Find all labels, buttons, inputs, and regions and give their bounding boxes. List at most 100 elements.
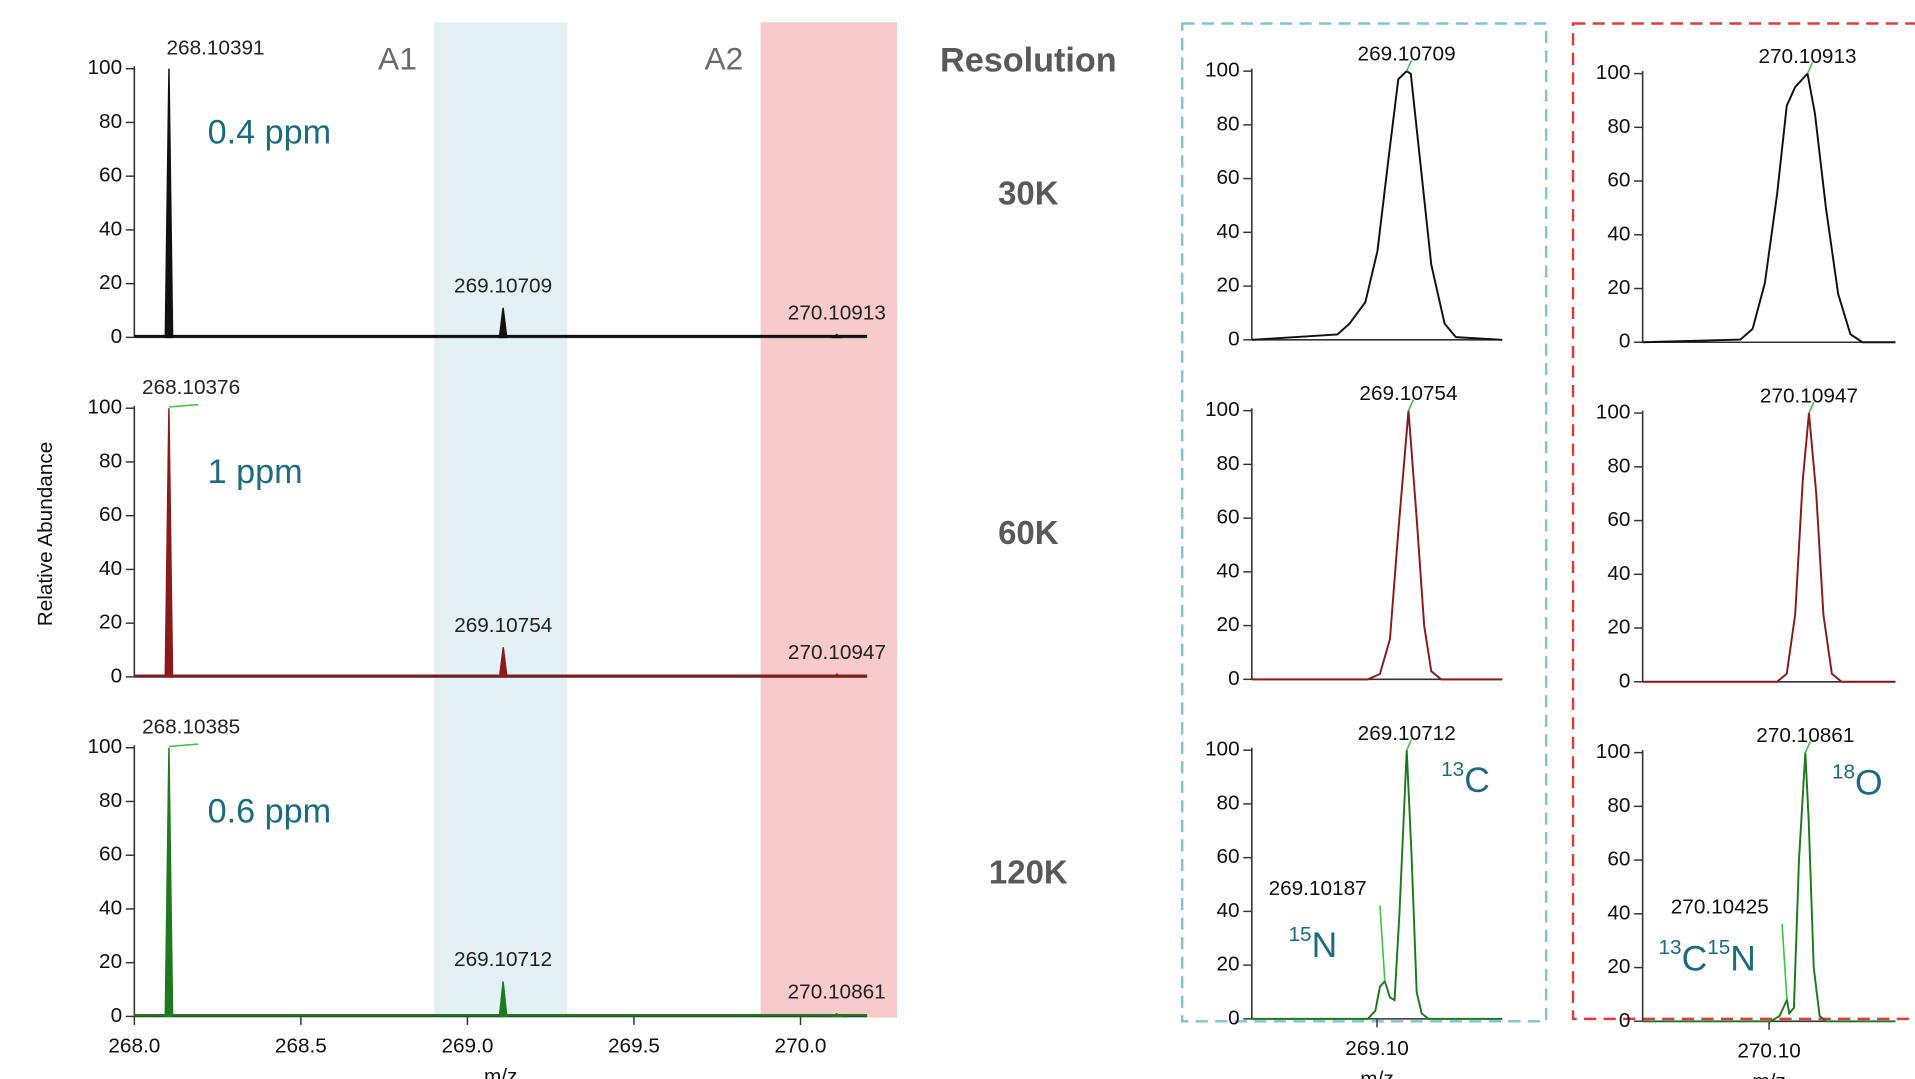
peak <box>498 981 508 1018</box>
peak-leader <box>1379 905 1386 982</box>
y-tick-label: 60 <box>1607 848 1630 871</box>
peak-label: 268.10391 <box>167 37 265 60</box>
peak-leader <box>1781 924 1788 1000</box>
y-tick-label: 80 <box>99 449 122 472</box>
leader-line <box>168 403 199 408</box>
y-tick-label: 40 <box>1607 562 1630 585</box>
peak-label: 269.10712 <box>454 948 552 971</box>
y-tick-label: 100 <box>1205 398 1240 421</box>
peak-leader <box>1806 62 1814 74</box>
peak-label: 269.10712 <box>1358 722 1456 745</box>
x-tick-label: 270.10 <box>1737 1039 1800 1062</box>
y-tick-label: 80 <box>1607 454 1630 477</box>
profile-line <box>1642 413 1896 683</box>
peak <box>164 68 174 339</box>
isotope-mass: 15 <box>1288 923 1311 946</box>
x-axis-label: m/z <box>484 1065 517 1079</box>
x-tick-label: 268.0 <box>108 1034 160 1057</box>
isotope-mass: 13 <box>1659 937 1682 960</box>
y-tick-label: 40 <box>1217 559 1240 582</box>
y-tick-label: 60 <box>99 843 122 866</box>
y-tick-label: 0 <box>1619 330 1631 353</box>
peak <box>164 408 174 678</box>
y-tick-label: 40 <box>1217 899 1240 922</box>
peak-label: 270.10861 <box>1756 724 1854 747</box>
y-tick-label: 40 <box>1607 901 1630 924</box>
y-tick-label: 0 <box>111 325 123 348</box>
isotope-element: C <box>1464 761 1490 801</box>
x-tick-label: 269.5 <box>608 1034 660 1057</box>
y-tick-label: 60 <box>1217 506 1240 529</box>
y-tick-label: 20 <box>1217 274 1240 297</box>
isotope-mass: 13 <box>1441 758 1464 781</box>
isotope-mass: 18 <box>1832 761 1855 784</box>
zoom-box-a2 <box>1571 22 1915 1021</box>
resolution-label: 120K <box>989 853 1068 890</box>
profile-line <box>1642 752 1896 1023</box>
y-tick-label: 100 <box>1205 738 1240 761</box>
x-tick-label: 269.10 <box>1345 1037 1408 1060</box>
peak-label: 269.10754 <box>454 614 552 637</box>
y-tick-label: 40 <box>1217 220 1240 243</box>
peak-label: 270.10425 <box>1671 896 1769 919</box>
y-tick-label: 80 <box>1217 791 1240 814</box>
y-tick-label: 100 <box>1596 61 1631 84</box>
profile-line <box>1642 71 1896 344</box>
peak-label: 270.10861 <box>788 980 886 1003</box>
y-tick-label: 100 <box>1205 59 1240 82</box>
y-tick-label: 100 <box>88 735 123 758</box>
region-label: A1 <box>378 41 417 77</box>
profile-line <box>1251 410 1503 681</box>
y-tick-label: 40 <box>99 557 122 580</box>
isotope-mass: 15 <box>1707 937 1730 960</box>
peak-label: 270.10913 <box>1758 45 1856 68</box>
y-tick-label: 80 <box>1607 794 1630 817</box>
x-axis-label: m/z <box>1752 1070 1785 1079</box>
mass-accuracy: 1 ppm <box>208 453 303 491</box>
y-tick-label: 20 <box>99 950 122 973</box>
y-tick-label: 60 <box>99 164 122 187</box>
peak-label: 269.10187 <box>1269 877 1367 900</box>
peak-label: 269.10754 <box>1359 382 1457 405</box>
y-tick-label: 100 <box>88 56 123 79</box>
y-tick-label: 100 <box>1596 740 1631 763</box>
y-tick-label: 60 <box>1217 845 1240 868</box>
isotope-element: O <box>1855 763 1883 803</box>
peak-label: 269.10709 <box>454 275 552 298</box>
peak-label: 270.10947 <box>1760 385 1858 408</box>
x-tick-label: 270.0 <box>775 1034 827 1057</box>
y-tick-label: 40 <box>99 896 122 919</box>
y-tick-label: 0 <box>111 664 123 687</box>
x-tick-label: 269.0 <box>441 1034 493 1057</box>
resolution-label: 30K <box>998 174 1059 211</box>
x-tick-label: 268.5 <box>275 1034 327 1057</box>
y-tick-label: 20 <box>1607 955 1630 978</box>
y-tick-label: 80 <box>1217 112 1240 135</box>
y-tick-label: 0 <box>111 1004 123 1027</box>
isotope-element: N <box>1730 939 1756 979</box>
isotope-element: C <box>1682 939 1708 979</box>
peak <box>164 747 174 1018</box>
y-tick-label: 40 <box>1607 222 1630 245</box>
y-tick-label: 0 <box>1619 669 1631 692</box>
peak-label: 268.10385 <box>142 716 240 739</box>
mass-accuracy: 0.6 ppm <box>208 793 332 831</box>
y-tick-label: 100 <box>1596 401 1631 424</box>
y-tick-label: 60 <box>1607 169 1630 192</box>
y-tick-label: 20 <box>99 611 122 634</box>
peak-leader <box>1406 738 1413 751</box>
isotope-label: 13C <box>1441 758 1490 800</box>
y-tick-label: 0 <box>1228 667 1240 690</box>
peak-label: 269.10709 <box>1358 43 1456 66</box>
y-tick-label: 0 <box>1228 327 1240 350</box>
y-tick-label: 20 <box>99 271 122 294</box>
isotope-label: 15N <box>1288 923 1337 965</box>
peak <box>830 333 843 339</box>
y-tick-label: 20 <box>1217 613 1240 636</box>
y-axis-label: Relative Abundance <box>34 442 57 627</box>
y-tick-label: 80 <box>1217 452 1240 475</box>
peak-leader <box>1804 741 1811 753</box>
peak-label: 268.10376 <box>142 376 240 399</box>
